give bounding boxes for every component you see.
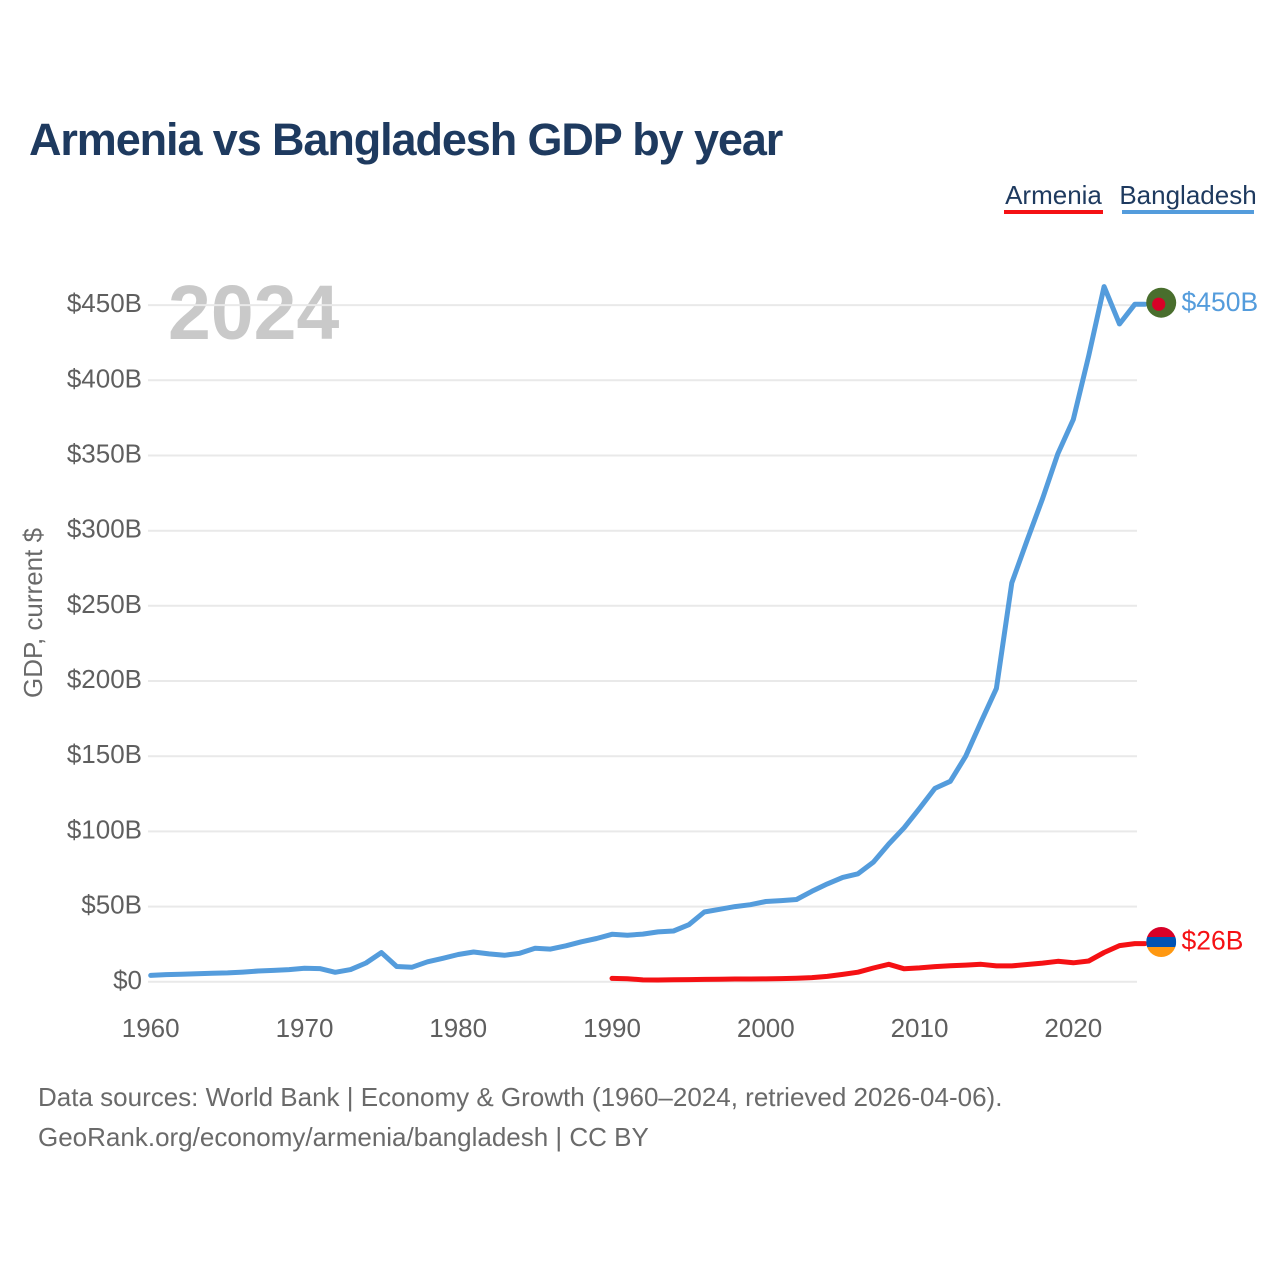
svg-text:$200B: $200B: [67, 664, 142, 694]
svg-text:$150B: $150B: [67, 739, 142, 769]
svg-text:GDP, current $: GDP, current $: [18, 527, 48, 698]
svg-text:$250B: $250B: [67, 589, 142, 619]
svg-text:1980: 1980: [429, 1013, 487, 1043]
svg-text:$400B: $400B: [67, 363, 142, 393]
svg-text:$100B: $100B: [67, 814, 142, 844]
svg-text:1990: 1990: [583, 1013, 641, 1043]
svg-text:$350B: $350B: [67, 439, 142, 469]
svg-text:2000: 2000: [737, 1013, 795, 1043]
svg-text:Armenia vs Bangladesh GDP by y: Armenia vs Bangladesh GDP by year: [29, 114, 783, 165]
svg-text:$26B: $26B: [1182, 926, 1244, 956]
svg-text:Bangladesh: Bangladesh: [1119, 180, 1256, 210]
svg-text:$50B: $50B: [81, 890, 142, 920]
svg-text:1970: 1970: [276, 1013, 334, 1043]
svg-text:2010: 2010: [891, 1013, 949, 1043]
svg-text:GeoRank.org/economy/armenia/ba: GeoRank.org/economy/armenia/bangladesh |…: [38, 1122, 649, 1152]
svg-text:1960: 1960: [122, 1013, 180, 1043]
svg-text:Armenia: Armenia: [1005, 180, 1102, 210]
svg-text:2020: 2020: [1044, 1013, 1102, 1043]
svg-text:2024: 2024: [168, 270, 339, 356]
svg-text:$450B: $450B: [1182, 287, 1259, 317]
svg-text:Data sources: World Bank | Eco: Data sources: World Bank | Economy & Gro…: [38, 1082, 1002, 1112]
svg-text:$300B: $300B: [67, 514, 142, 544]
svg-text:$450B: $450B: [67, 288, 142, 318]
svg-text:$0: $0: [113, 965, 142, 995]
